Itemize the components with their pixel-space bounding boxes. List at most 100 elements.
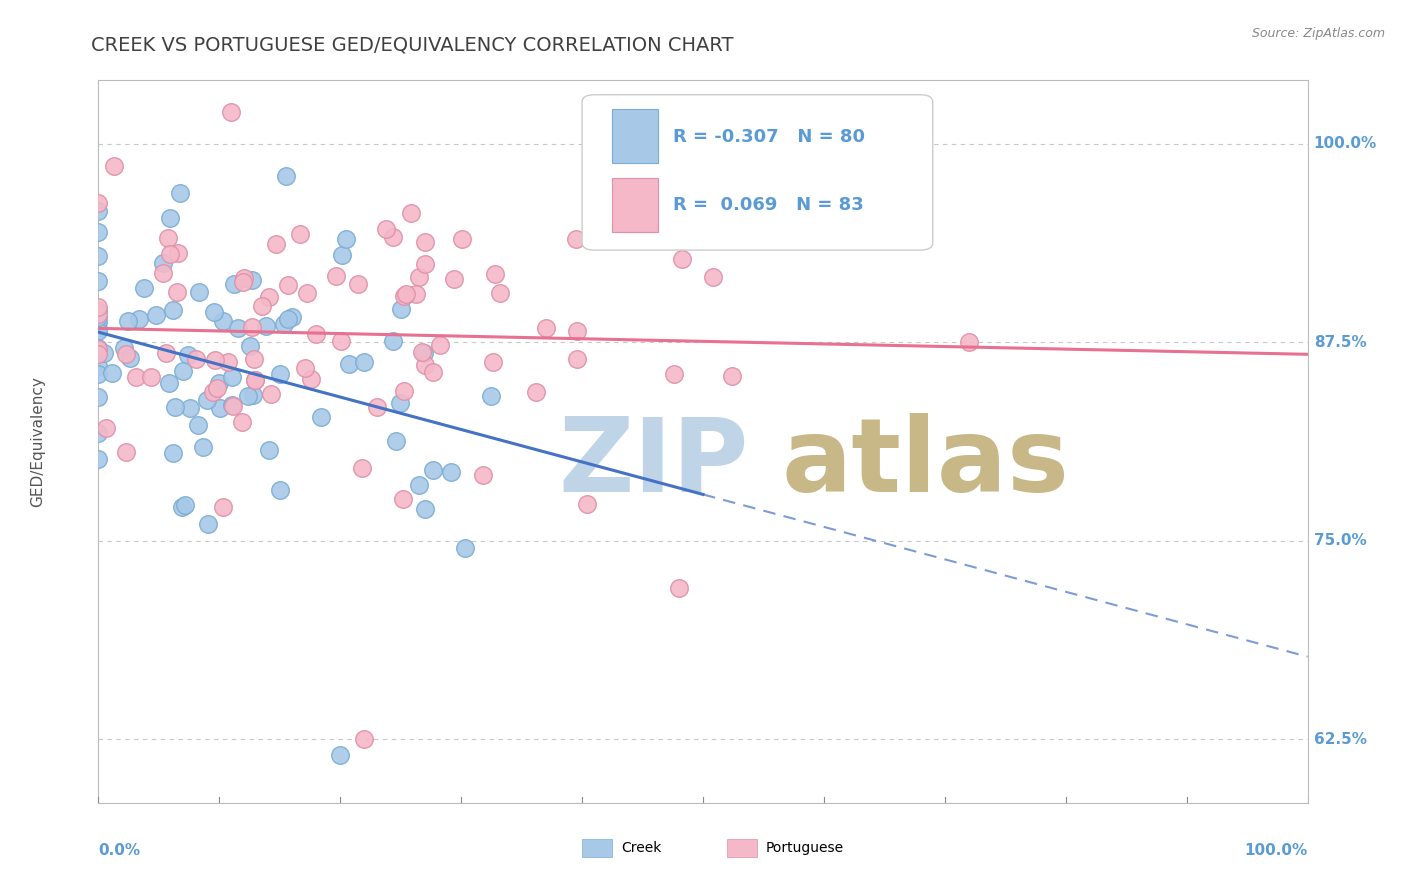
Text: 75.0%: 75.0%: [1313, 533, 1367, 549]
Point: [429, 338, 451, 352]
Point: [125, 369, 148, 384]
Point: [411, 344, 433, 359]
Point: [152, 256, 174, 270]
Point: [212, 314, 235, 328]
Point: [114, 347, 136, 361]
Point: [413, 257, 436, 271]
Point: [413, 358, 436, 372]
Point: [205, 381, 228, 395]
Point: [567, 352, 589, 367]
Point: [87, 390, 110, 404]
Point: [382, 334, 405, 349]
Point: [112, 342, 135, 356]
Point: [87, 452, 110, 467]
Point: [405, 287, 427, 301]
Text: R = -0.307   N = 80: R = -0.307 N = 80: [672, 128, 865, 145]
Point: [163, 400, 186, 414]
Point: [353, 355, 375, 369]
Point: [212, 500, 235, 514]
Point: [695, 203, 717, 218]
Point: [671, 252, 693, 266]
Point: [117, 314, 139, 328]
Point: [93, 346, 115, 360]
Point: [329, 748, 352, 763]
Point: [162, 446, 184, 460]
Point: [702, 269, 724, 284]
Point: [277, 311, 299, 326]
Point: [591, 221, 613, 235]
Point: [484, 267, 506, 281]
Point: [202, 305, 225, 319]
Point: [224, 277, 246, 292]
Point: [157, 376, 180, 391]
Point: [87, 307, 110, 321]
Point: [243, 373, 266, 387]
Point: [87, 316, 110, 330]
Point: [443, 272, 465, 286]
Point: [100, 366, 122, 380]
Point: [195, 392, 218, 407]
Point: [957, 335, 980, 350]
Point: [87, 347, 110, 361]
Point: [389, 301, 412, 316]
Point: [325, 268, 347, 283]
Point: [399, 206, 422, 220]
Point: [204, 352, 226, 367]
Point: [524, 384, 547, 399]
Text: R =  0.069   N = 83: R = 0.069 N = 83: [672, 196, 863, 214]
Point: [87, 359, 110, 373]
FancyBboxPatch shape: [582, 95, 932, 250]
Point: [233, 271, 256, 285]
Point: [257, 443, 280, 458]
Point: [329, 334, 352, 348]
Text: 100.0%: 100.0%: [1313, 136, 1376, 152]
Point: [668, 582, 690, 596]
Point: [408, 478, 430, 492]
Point: [454, 541, 477, 555]
Point: [413, 235, 436, 249]
Point: [269, 483, 291, 497]
Point: [157, 230, 180, 244]
FancyBboxPatch shape: [582, 838, 613, 857]
Point: [353, 732, 375, 747]
Point: [276, 169, 298, 183]
Point: [471, 467, 494, 482]
Point: [115, 445, 138, 459]
Point: [118, 351, 141, 365]
Point: [87, 300, 110, 314]
Point: [335, 232, 357, 246]
Point: [139, 370, 162, 384]
Point: [297, 286, 319, 301]
Point: [152, 266, 174, 280]
Point: [208, 376, 231, 390]
Point: [439, 465, 461, 479]
Point: [408, 270, 430, 285]
Point: [128, 312, 150, 326]
Point: [170, 500, 193, 515]
Point: [721, 368, 744, 383]
Point: [103, 159, 125, 173]
Point: [575, 496, 598, 510]
Point: [187, 285, 209, 299]
Text: GED/Equivalency: GED/Equivalency: [31, 376, 45, 507]
Point: [392, 289, 415, 303]
Point: [290, 227, 312, 241]
Point: [179, 401, 201, 415]
Point: [145, 308, 167, 322]
Point: [239, 339, 262, 353]
Point: [277, 277, 299, 292]
Point: [155, 346, 177, 360]
Point: [479, 389, 502, 403]
Point: [422, 365, 444, 379]
Point: [187, 417, 209, 432]
Point: [260, 387, 283, 401]
Point: [87, 425, 110, 440]
Point: [169, 186, 191, 200]
Point: [184, 351, 207, 366]
Text: 87.5%: 87.5%: [1313, 334, 1367, 350]
Point: [489, 286, 512, 301]
Point: [87, 203, 110, 218]
Point: [132, 281, 155, 295]
Point: [257, 290, 280, 304]
Point: [422, 462, 444, 476]
